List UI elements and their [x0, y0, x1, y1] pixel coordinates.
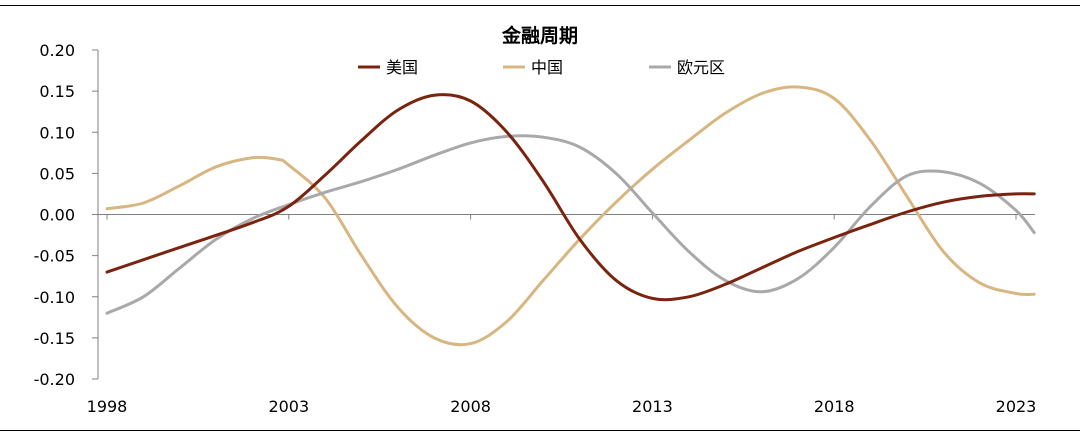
x-tick-label: 1998 [87, 397, 128, 416]
y-tick-label: 0.20 [39, 41, 75, 60]
top-rule [0, 5, 1080, 6]
y-tick-label: 0.15 [39, 82, 75, 101]
legend-label-us: 美国 [386, 58, 418, 77]
y-tick-label: -0.10 [34, 288, 75, 307]
y-tick-label: -0.15 [34, 329, 75, 348]
chart-title: 金融周期 [501, 24, 578, 47]
y-tick-label: 0.10 [39, 123, 75, 142]
bottom-rule [0, 430, 1080, 431]
y-tick-label: 0.00 [39, 206, 75, 225]
x-tick-label: 2023 [996, 397, 1037, 416]
series-line-china [105, 85, 1036, 347]
x-tick-label: 2003 [268, 397, 309, 416]
legend-label-china: 中国 [531, 58, 563, 77]
axes: 0.20 0.15 0.10 0.05 0.00 -0.05 -0.10 -0.15 -0.20… [34, 41, 1037, 416]
y-tick-label: 0.05 [39, 164, 75, 183]
series-line-us [105, 93, 1036, 302]
series-line-eurozone [105, 134, 1036, 315]
x-tick-label: 2008 [450, 397, 491, 416]
x-tick-label: 2018 [814, 397, 855, 416]
series-lines [105, 85, 1036, 347]
y-tick-label: -0.05 [34, 247, 75, 266]
x-tick-label: 2013 [632, 397, 673, 416]
legend-label-eurozone: 欧元区 [677, 58, 725, 77]
y-tick-label: -0.20 [34, 370, 75, 389]
legend: 美国 中国 欧元区 [358, 58, 725, 77]
